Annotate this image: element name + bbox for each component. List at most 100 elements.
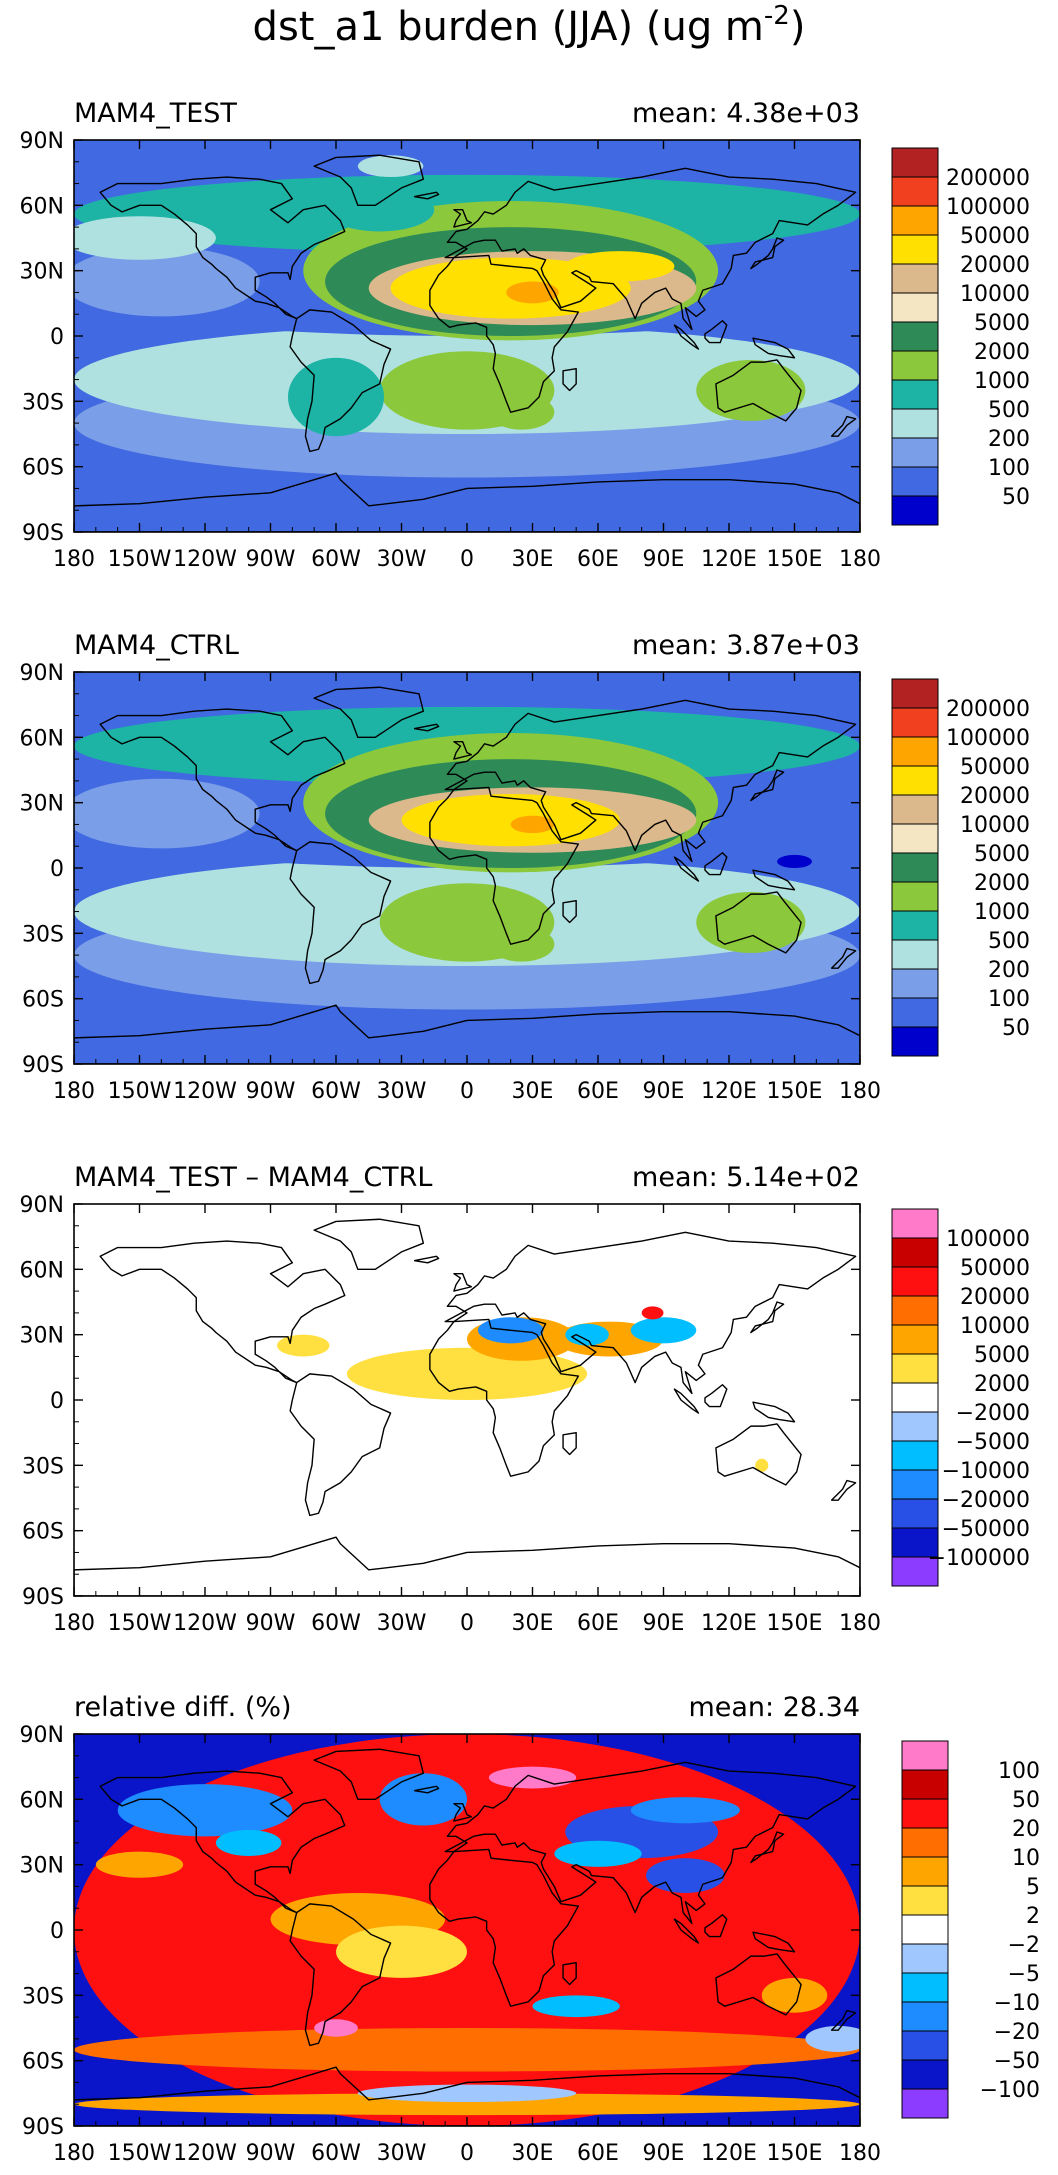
colorbar-label: 1000 <box>974 369 1030 394</box>
x-tick-label: 60W <box>311 2141 361 2166</box>
coastline <box>752 337 796 359</box>
coastline <box>830 415 857 437</box>
x-tick-label: 60E <box>577 1079 619 1104</box>
coastline <box>313 154 425 207</box>
x-tick-label: 60E <box>577 547 619 572</box>
coastline <box>704 852 728 876</box>
colorbar-label: 5000 <box>974 842 1030 867</box>
coastline <box>453 208 473 228</box>
colorbar-label: 10 <box>1012 1846 1040 1871</box>
coastline <box>289 309 392 453</box>
colorbar-label: 5 <box>1026 1875 1040 1900</box>
y-tick-label: 30N <box>20 792 64 817</box>
x-tick-label: 150W <box>108 547 172 572</box>
colorbar-swatch <box>901 1769 949 1800</box>
colorbar-label: 20 <box>1012 1817 1040 1842</box>
coastline <box>413 191 440 200</box>
x-tick-label: 120W <box>173 2141 237 2166</box>
x-tick-label: 150E <box>767 1079 823 1104</box>
colorbar-swatch <box>891 408 939 439</box>
field-contour-region <box>357 2084 577 2103</box>
y-tick-label: 90S <box>22 521 64 546</box>
coastline <box>413 1785 440 1794</box>
colorbar-label: 2000 <box>974 871 1030 896</box>
coastline <box>750 237 785 270</box>
panel-mam4_ctrl: MAM4_CTRL mean: 3.87e+03 180 150W 120W 90W 60W… <box>20 630 1030 1104</box>
coastline <box>673 1918 700 1944</box>
colorbar-label: 50 <box>1002 485 1030 510</box>
panel-mean: mean: 4.38e+03 <box>632 98 860 129</box>
coastline <box>99 176 346 320</box>
y-tick-label: 60N <box>20 194 64 219</box>
field-contour-region <box>336 1925 467 1978</box>
colorbar-label: 100 <box>988 987 1030 1012</box>
coastline <box>453 740 473 760</box>
colorbar-swatch <box>891 495 939 526</box>
map-field <box>74 1204 860 1596</box>
panel-title: MAM4_TEST <box>74 98 237 129</box>
coastline <box>715 891 802 954</box>
y-tick-label: 90N <box>20 1193 64 1218</box>
colorbar-swatch <box>891 466 939 497</box>
field-contour-region <box>565 251 675 282</box>
figure-title-main: dst_a1 burden (JJA) (ug m <box>253 4 764 50</box>
coastline <box>830 2009 857 2031</box>
field-contour-region <box>510 815 555 834</box>
coastline <box>562 367 577 392</box>
y-tick-label: 0 <box>50 325 64 350</box>
coastline <box>444 1761 857 1925</box>
x-tick-label: 30W <box>377 2141 427 2166</box>
colorbar-label: −2000 <box>956 1401 1030 1426</box>
coastline <box>429 1318 580 1477</box>
field-contour-region <box>761 1977 828 2013</box>
field-contour-region <box>696 359 806 421</box>
colorbar-label: 20000 <box>960 784 1030 809</box>
field-contour-region <box>554 1840 642 1867</box>
colorbar-swatch <box>901 1856 949 1887</box>
colorbar-label: 50000 <box>960 755 1030 780</box>
coastline <box>413 1255 440 1264</box>
coastline <box>752 869 796 891</box>
colorbar-swatch <box>891 292 939 323</box>
colorbar: 200000 100000 50000 20000 10000 5000 2000 1000 5… <box>891 678 1030 1057</box>
colorbar-swatch <box>891 1353 939 1384</box>
coastline <box>704 1384 728 1408</box>
x-tick-label: 30E <box>512 2141 554 2166</box>
colorbar-swatch <box>891 678 939 709</box>
x-tick-label: 30E <box>512 1611 554 1636</box>
x-tick-label: 120E <box>701 1079 757 1104</box>
colorbar-swatch <box>891 1324 939 1355</box>
colorbar-swatch <box>901 1740 949 1771</box>
field-contour-region <box>74 216 216 260</box>
y-tick-label: 60N <box>20 1788 64 1813</box>
colorbar-swatch <box>891 1556 939 1587</box>
x-tick-label: 90E <box>643 1611 685 1636</box>
x-tick-label: 60W <box>311 1079 361 1104</box>
colorbar: 100 50 20 10 5 2 −2 −5 −10 −20 −50 −100 <box>901 1740 1040 2119</box>
field-contour-region <box>346 1347 588 1401</box>
x-tick-label: 0 <box>460 547 474 572</box>
y-tick-label: 90S <box>22 2115 64 2140</box>
coastline <box>99 708 346 852</box>
colorbar-swatch <box>891 939 939 970</box>
colorbar-swatch <box>901 1943 949 1974</box>
colorbar-label: 100000 <box>946 195 1030 220</box>
colorbar-swatch <box>891 852 939 883</box>
field-contour-region <box>95 1851 184 1878</box>
colorbar-swatch <box>891 176 939 207</box>
coastline <box>313 686 425 739</box>
colorbar-label: 200000 <box>946 697 1030 722</box>
colorbar-swatch <box>891 823 939 854</box>
y-tick-label: 60S <box>22 1520 64 1545</box>
colorbar-label: 10000 <box>960 1314 1030 1339</box>
y-tick-label: 30S <box>22 922 64 947</box>
coastline <box>562 1431 577 1456</box>
colorbar-swatch <box>891 765 939 796</box>
colorbar-swatch <box>901 1914 949 1945</box>
colorbar-swatch <box>901 1885 949 1916</box>
coastline <box>715 1423 802 1486</box>
coastline <box>715 359 802 422</box>
colorbar-swatch <box>891 1440 939 1471</box>
x-tick-label: 180 <box>839 1079 881 1104</box>
